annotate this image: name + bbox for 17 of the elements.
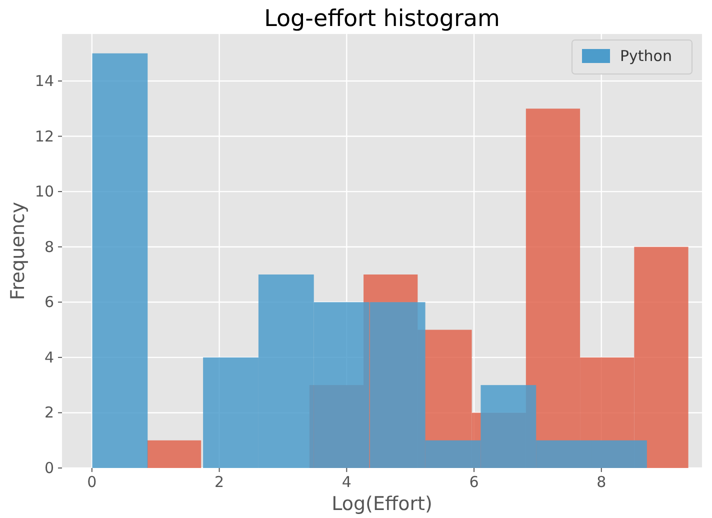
y-tick-label: 2 [44,404,54,422]
y-tick-label: 12 [34,127,54,146]
x-tick-label: 0 [87,473,97,491]
x-tick-label: 4 [342,473,352,491]
y-tick-label: 14 [34,72,54,90]
x-tick-label: 6 [469,473,479,491]
x-tick-label: 2 [214,473,224,491]
y-tick-label: 0 [44,459,54,477]
legend-label: Python [620,47,672,65]
y-tick-label: 10 [34,182,54,201]
x-axis-title: Log(Effort) [332,493,432,515]
chart-title: Log-effort histogram [264,6,500,32]
x-tick-label: 8 [596,473,606,491]
y-tick-label: 6 [44,293,54,312]
y-tick-label: 8 [44,238,54,256]
y-axis-title: Frequency [7,202,29,300]
y-tick-label: 4 [44,348,54,366]
